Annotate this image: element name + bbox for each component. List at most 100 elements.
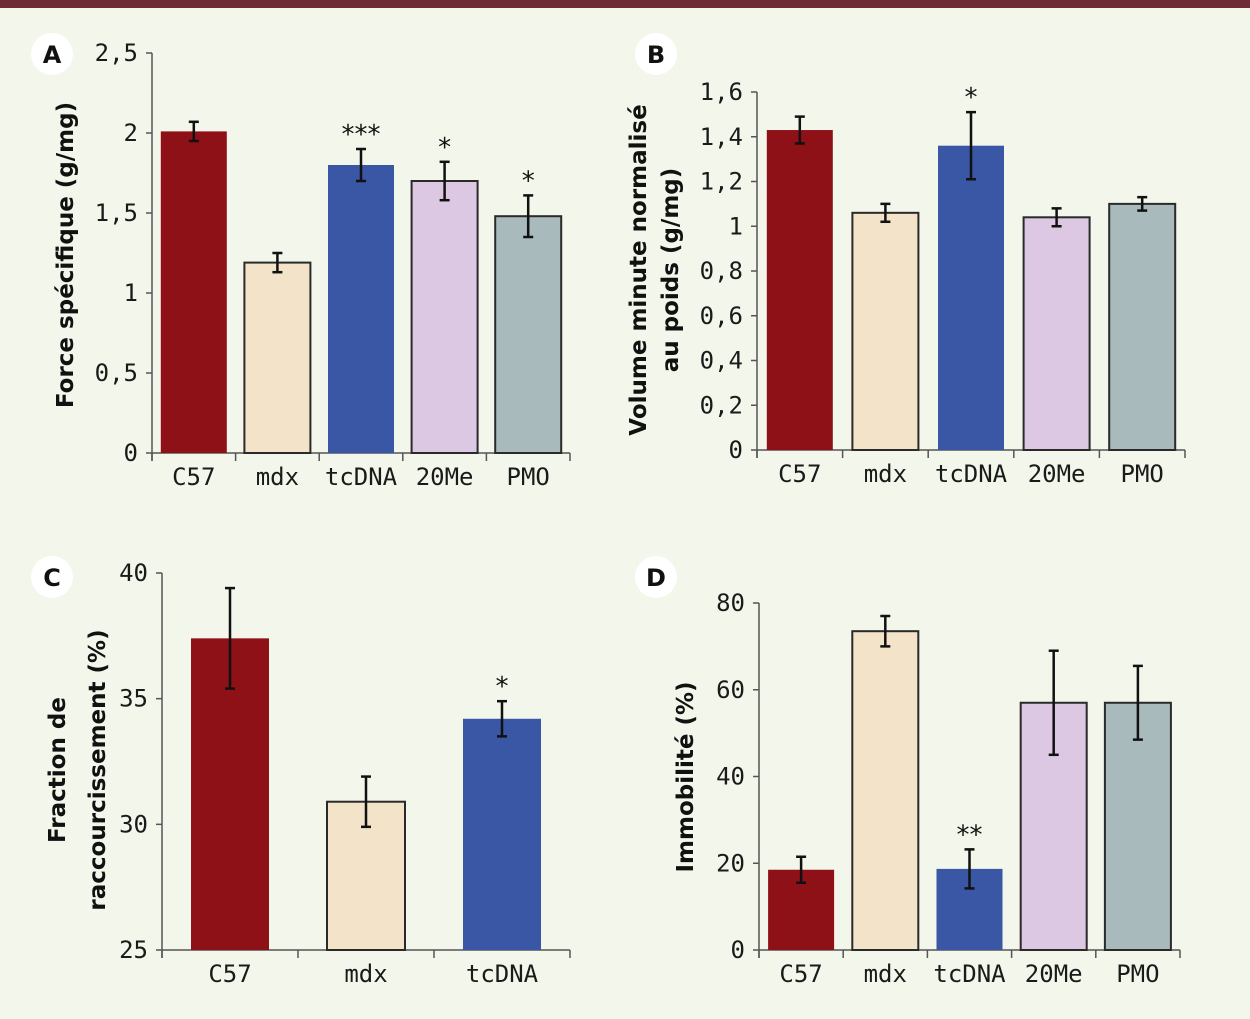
significance-marker: * — [522, 166, 535, 196]
y-tick-label: 1,6 — [700, 78, 743, 106]
panel-label: C — [43, 564, 61, 592]
y-tick-label: 35 — [119, 685, 148, 713]
x-tick-label: tcDNA — [325, 463, 398, 491]
error-bar-tcDNA — [966, 110, 976, 181]
panel-badge — [635, 556, 677, 598]
y-tick-label: 0,5 — [95, 359, 138, 387]
bar-C57 — [766, 130, 833, 450]
y-tick-label: 20 — [716, 849, 745, 877]
error-bar-C57 — [794, 115, 805, 145]
x-tick-label: PMO — [1121, 460, 1164, 488]
y-tick-label: 1 — [729, 212, 743, 240]
y-axis-label: Fraction de — [45, 697, 71, 843]
error-bar-C57 — [188, 120, 199, 143]
bar-20Me — [410, 180, 479, 454]
x-tick-label: C57 — [208, 960, 251, 988]
error-bar-tcDNA — [497, 699, 507, 738]
y-tick-label: 0,8 — [700, 257, 743, 285]
error-bar-PMO — [1132, 664, 1143, 741]
panel-badge — [635, 33, 677, 75]
panel-C: C Fraction de raccourcissement (%) 25 30 35 40… — [31, 556, 571, 988]
bar-PMO — [1103, 701, 1172, 952]
error-bar-C57 — [796, 855, 807, 885]
y-axis-label: Volume minute normalisé — [626, 104, 652, 435]
panel-label: B — [647, 41, 665, 69]
error-bar-20Me — [439, 160, 450, 202]
y-tick-label: 30 — [119, 810, 148, 838]
y-tick-label: 0,6 — [700, 302, 743, 330]
x-tick-label: mdx — [344, 960, 387, 988]
panel-label: D — [646, 564, 666, 592]
x-tick-label: C57 — [778, 460, 821, 488]
y-tick-label: 40 — [716, 763, 745, 791]
significance-marker: * — [965, 83, 978, 113]
x-tick-label: mdx — [256, 463, 299, 491]
y-tick-label: 0 — [729, 436, 743, 464]
y-tick-label: 80 — [716, 589, 745, 617]
x-tick-label: tcDNA — [933, 960, 1006, 988]
y-axis-label: Immobilité (%) — [673, 681, 699, 872]
error-bar-PMO — [1137, 195, 1148, 212]
x-tick-label: PMO — [507, 463, 550, 491]
bar-tcDNA — [328, 165, 394, 453]
y-tick-label: 0 — [731, 936, 745, 964]
y-tick-label: 1,5 — [95, 199, 138, 227]
y-tick-label: 1 — [124, 279, 138, 307]
bar-PMO — [1108, 202, 1177, 451]
x-tick-label: 20Me — [416, 463, 474, 491]
bar-mdx — [851, 630, 920, 951]
header-bar — [0, 0, 1250, 8]
bar-tcDNA — [463, 718, 541, 950]
y-tick-label: 60 — [716, 676, 745, 704]
x-tick-label: 20Me — [1025, 960, 1083, 988]
error-bar-mdx — [272, 251, 283, 274]
error-bar-mdx — [880, 202, 891, 224]
x-tick-label: 20Me — [1028, 460, 1086, 488]
y-axis-label: au poids (g/mg) — [658, 168, 684, 373]
y-tick-label: 0 — [124, 439, 138, 467]
error-bar-tcDNA — [964, 848, 975, 890]
y-tick-label: 40 — [119, 559, 148, 587]
y-axis-label: raccourcissement (%) — [85, 629, 111, 910]
y-tick-label: 1,4 — [700, 123, 743, 151]
error-bar-PMO — [523, 194, 534, 239]
y-tick-label: 1,2 — [700, 168, 743, 196]
panel-D: D Immobilité (%) 0 20 40 60 80 C57 mdx ** tcDNA 20M… — [635, 556, 1181, 988]
panel-A: A Force spécifique (g/mg) 0 0,5 1 1,5 2 2,5 C57 m… — [31, 33, 571, 491]
x-tick-label: PMO — [1116, 960, 1159, 988]
error-bar-tcDNA — [356, 147, 366, 183]
y-tick-label: 25 — [119, 936, 148, 964]
x-tick-label: tcDNA — [935, 460, 1008, 488]
x-tick-label: C57 — [779, 960, 822, 988]
error-bar-C57 — [225, 586, 235, 690]
bar-PMO — [494, 215, 563, 454]
bar-mdx — [851, 211, 920, 451]
panel-B: B Volume minute normalisé au poids (g/mg) 0… — [626, 33, 1186, 488]
bar-tcDNA — [938, 145, 1004, 450]
x-tick-label: mdx — [864, 960, 907, 988]
error-bar-20Me — [1048, 649, 1059, 757]
y-tick-label: 0,2 — [700, 391, 743, 419]
x-tick-label: C57 — [172, 463, 215, 491]
panel-badge — [31, 556, 73, 598]
panel-label: A — [43, 41, 62, 69]
error-bar-mdx — [880, 614, 891, 648]
error-bar-mdx — [361, 775, 371, 829]
significance-marker: * — [438, 133, 451, 163]
significance-marker: ** — [957, 820, 983, 850]
error-bar-20Me — [1051, 207, 1062, 228]
y-tick-label: 2,5 — [95, 39, 138, 67]
bar-20Me — [1022, 216, 1091, 451]
y-axis-label: Force spécifique (g/mg) — [53, 102, 79, 408]
y-tick-label: 0,4 — [700, 347, 743, 375]
bar-C57 — [160, 131, 227, 453]
bar-C57 — [191, 638, 269, 950]
significance-marker: *** — [342, 120, 381, 150]
significance-marker: * — [496, 672, 509, 702]
bar-mdx — [243, 261, 312, 454]
panel-badge — [31, 33, 73, 75]
x-tick-label: mdx — [864, 460, 907, 488]
x-tick-label: tcDNA — [466, 960, 539, 988]
y-tick-label: 2 — [124, 119, 138, 147]
